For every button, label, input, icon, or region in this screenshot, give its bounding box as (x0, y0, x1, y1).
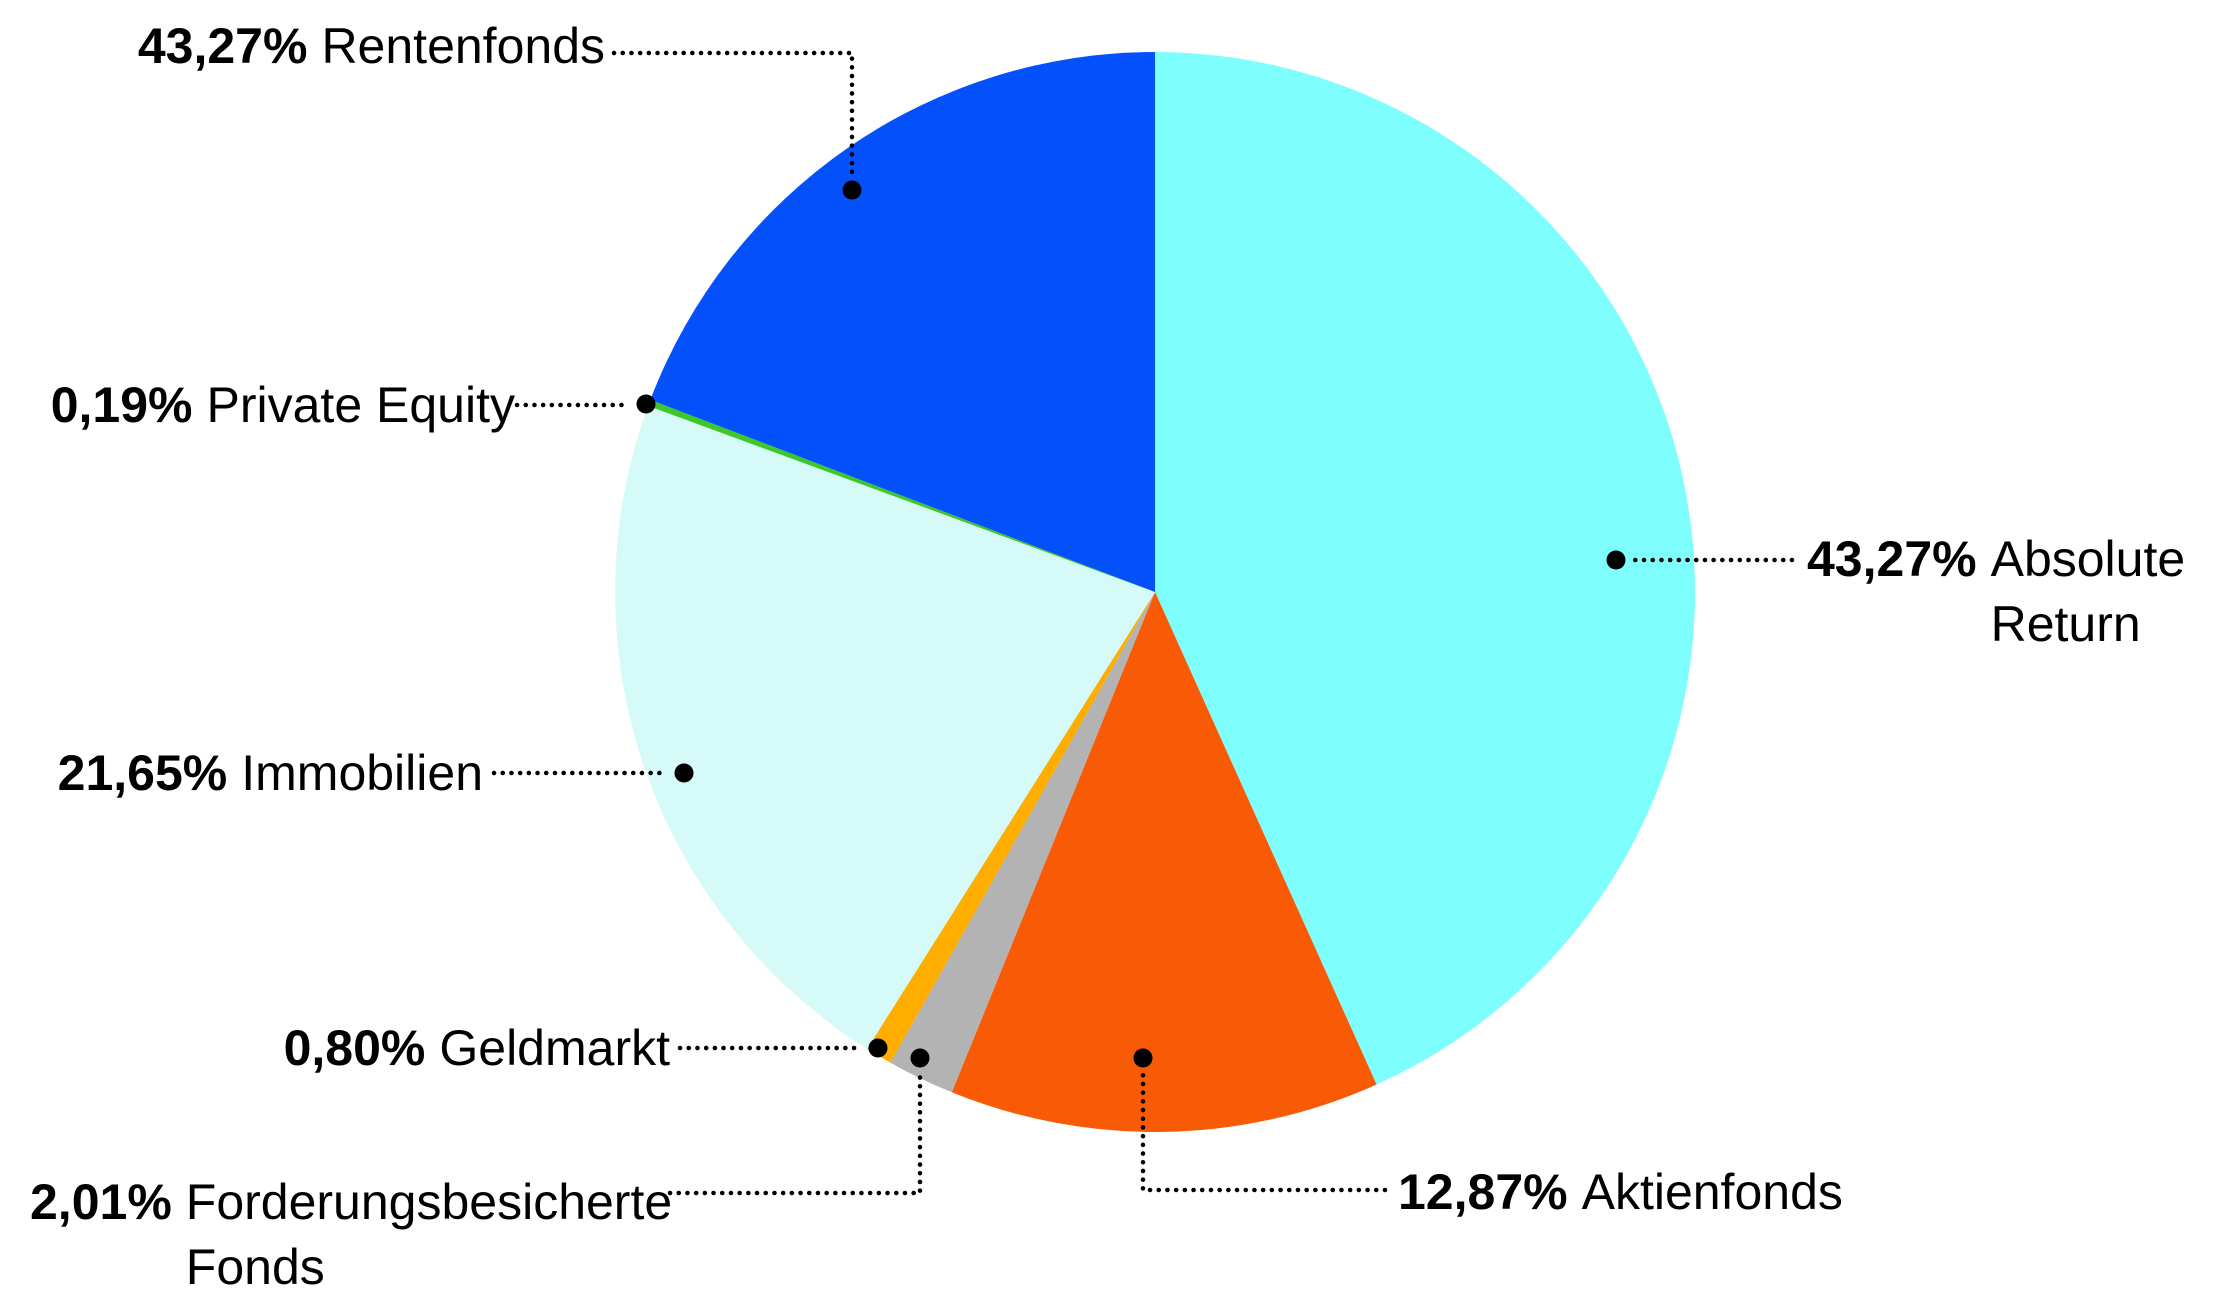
slice-name-immobilien: Immobilien (241, 745, 483, 801)
slice-name-absolute-return: Absolute Return (1990, 531, 2186, 652)
slice-label-absolute-return: 43,27% Absolute Return (1807, 527, 2191, 657)
slice-name-rentenfonds: Rentenfonds (321, 18, 605, 74)
pie-slice-private-equity (648, 399, 1155, 592)
slice-percent-aktienfonds: 12,87% (1398, 1164, 1568, 1220)
slice-percent-geldmarkt: 0,80% (283, 1020, 426, 1076)
pie-slice-geldmarkt (867, 592, 1155, 1063)
pie-slice-aktienfonds (951, 592, 1377, 1133)
slice-label-immobilien: 21,65% Immobilien (58, 742, 483, 804)
slice-label-private-equity: 0,19% Private Equity (51, 374, 515, 436)
slice-label-geldmarkt: 0,80% Geldmarkt (284, 1017, 670, 1079)
slice-percent-absolute-return: 43,27% (1807, 531, 1977, 587)
slice-percent-private-equity: 0,19% (50, 377, 193, 433)
callout-line-rentenfonds (611, 50, 855, 177)
slice-label-forderungsbesicherte-fonds: 2,01% Forderungsbesicherte Fonds (30, 1170, 673, 1292)
slice-name-geldmarkt: Geldmarkt (439, 1020, 670, 1076)
callout-dot-rentenfonds (842, 180, 862, 200)
callout-line-aktienfonds (1140, 1071, 1388, 1193)
callout-line-forderungsbesicherte-fonds (667, 1071, 923, 1196)
slice-name-private-equity: Private Equity (206, 377, 515, 433)
slice-percent-rentenfonds: 43,27% (137, 18, 308, 74)
callout-dot-private-equity (636, 394, 656, 414)
slice-name-aktienfonds: Aktienfonds (1581, 1164, 1843, 1220)
pie-slice-rentenfonds (650, 52, 1155, 592)
pie-slice-immobilien (614, 405, 1155, 1049)
slice-percent-immobilien: 21,65% (57, 745, 228, 801)
slice-name-forderungsbesicherte-fonds: Forderungsbesicherte Fonds (185, 1174, 673, 1292)
pie-slice-absolute-return (1155, 51, 1696, 1085)
slice-label-rentenfonds: 43,27% Rentenfonds (138, 15, 605, 77)
callout-dot-absolute-return (1606, 550, 1626, 570)
callout-dot-geldmarkt (868, 1038, 888, 1058)
slice-label-aktienfonds: 12,87% Aktienfonds (1398, 1161, 1843, 1223)
callout-dot-forderungsbesicherte-fonds (910, 1048, 930, 1068)
callout-dot-immobilien (674, 763, 694, 783)
pie-slice-forderungsbesicherte-fonds (890, 592, 1155, 1093)
callout-dot-aktienfonds (1133, 1048, 1153, 1068)
slice-percent-forderungsbesicherte-fonds: 2,01% (30, 1174, 172, 1230)
pie-slices (614, 51, 1696, 1133)
callout-lines (491, 50, 1795, 1196)
